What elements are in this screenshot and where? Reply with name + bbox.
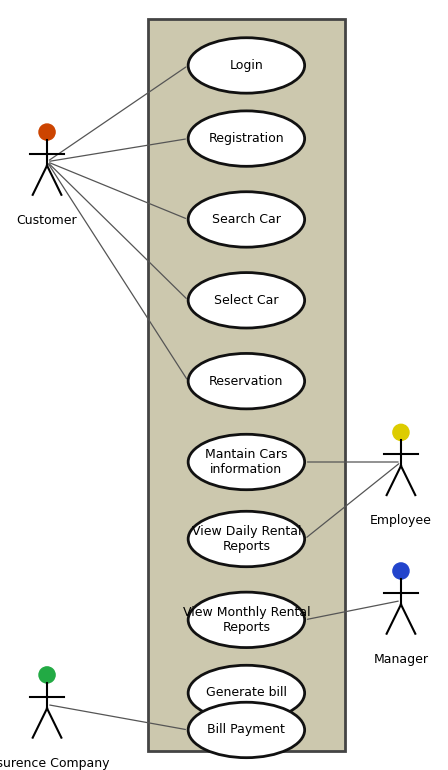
Ellipse shape: [188, 511, 305, 567]
Ellipse shape: [188, 434, 305, 490]
Text: Generate bill: Generate bill: [206, 687, 287, 699]
Text: Employee: Employee: [370, 514, 432, 527]
Ellipse shape: [188, 592, 305, 648]
Ellipse shape: [188, 38, 305, 93]
Ellipse shape: [188, 665, 305, 721]
Text: Manager: Manager: [374, 653, 428, 666]
Text: Registration: Registration: [209, 132, 284, 145]
Text: Mantain Cars
information: Mantain Cars information: [205, 448, 288, 476]
Ellipse shape: [39, 667, 55, 683]
Ellipse shape: [188, 353, 305, 409]
Ellipse shape: [393, 563, 409, 579]
Text: View Daily Rental
Reports: View Daily Rental Reports: [192, 525, 301, 553]
Text: View Monthly Rental
Reports: View Monthly Rental Reports: [183, 606, 310, 634]
Ellipse shape: [39, 124, 55, 140]
Ellipse shape: [188, 192, 305, 247]
Ellipse shape: [188, 702, 305, 758]
Text: Insurence Company: Insurence Company: [0, 757, 109, 770]
Text: Customer: Customer: [17, 214, 78, 227]
Text: Login: Login: [229, 59, 263, 72]
Text: Bill Payment: Bill Payment: [207, 724, 285, 736]
Ellipse shape: [188, 111, 305, 166]
Text: Reservation: Reservation: [209, 375, 284, 387]
FancyBboxPatch shape: [148, 19, 345, 751]
Text: Search Car: Search Car: [212, 213, 281, 226]
Text: Select Car: Select Car: [214, 294, 279, 306]
Ellipse shape: [188, 273, 305, 328]
Ellipse shape: [393, 424, 409, 440]
